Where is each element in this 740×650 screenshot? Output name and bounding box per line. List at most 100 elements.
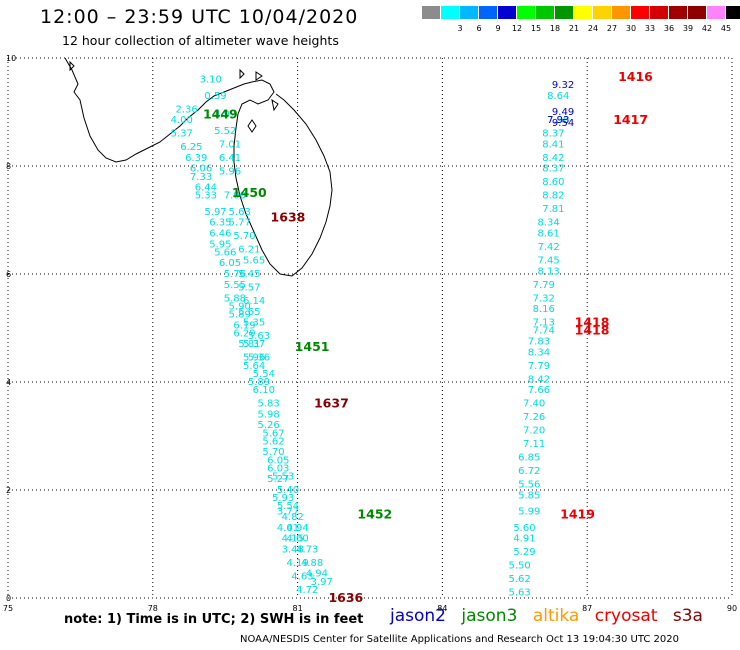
wave-height-point: 3.97 <box>311 577 333 588</box>
wave-height-point: 5.53 <box>272 472 294 483</box>
wave-height-point: 5.85 <box>518 490 540 501</box>
wave-height-point: 6.06 <box>190 164 212 175</box>
wave-height-point: 7.45 <box>537 256 559 267</box>
y-tick-label: 10 <box>6 54 16 63</box>
coastline-map <box>64 57 333 277</box>
wave-height-point: 8.41 <box>542 139 564 150</box>
satellite-jason2: jason2 <box>390 606 446 626</box>
wave-height-point: 7.83 <box>528 337 550 348</box>
y-tick-label: 2 <box>6 486 11 495</box>
legend-tick-label: 18 <box>550 24 560 33</box>
x-tick-label: 84 <box>437 604 447 613</box>
wave-height-point: 5.40 <box>277 485 299 496</box>
wave-height-point: 7.30 <box>547 115 569 126</box>
wave-height-point: 7.81 <box>542 204 564 215</box>
wave-height-point: 5.65 <box>243 256 265 267</box>
wave-height-point: 5.27 <box>267 474 289 485</box>
y-tick-label: 6 <box>6 270 11 279</box>
legend-swatch <box>574 6 592 19</box>
pass-time-label: 1450 <box>232 185 267 200</box>
legend-swatch <box>726 6 740 19</box>
pass-time-label: 1449 <box>203 107 238 122</box>
wave-height-point: 4.73 <box>296 544 318 555</box>
legend-tick-label: 45 <box>721 24 731 33</box>
legend-swatch <box>498 6 516 19</box>
wave-height-point: 7.40 <box>523 399 545 410</box>
wave-height-point: 6.03 <box>267 463 289 474</box>
chart-subtitle: 12 hour collection of altimeter wave hei… <box>62 33 339 48</box>
wave-height-point: 6.35 <box>209 218 231 229</box>
wave-height-point: 2.36 <box>175 104 197 115</box>
wave-height-point: 4.19 <box>286 558 308 569</box>
pass-time-label: 1418 <box>575 323 610 338</box>
wave-height-point: 4.94 <box>306 569 328 580</box>
legend-tick-label: 9 <box>495 24 500 33</box>
wave-height-point: 5.99 <box>518 507 540 518</box>
pass-time-label: 1452 <box>357 506 392 521</box>
legend-swatch <box>593 6 611 19</box>
wave-height-point: 5.63 <box>248 331 270 342</box>
legend-tick-label: 24 <box>588 24 598 33</box>
legend-swatch <box>650 6 668 19</box>
wave-height-point: 5.97 <box>204 207 226 218</box>
wave-height-point: 8.34 <box>537 218 559 229</box>
wave-height-point: 5.55 <box>224 280 246 291</box>
wave-height-point: 7.42 <box>537 242 559 253</box>
satellite-altika: altika <box>532 606 580 626</box>
wave-height-point: 8.61 <box>537 229 559 240</box>
grid-lines <box>7 57 733 599</box>
wave-height-point: 5.89 <box>229 310 251 321</box>
wave-height-point: 7.13 <box>533 318 555 329</box>
wave-height-point: 9.32 <box>552 80 574 91</box>
wave-height-point: 8.42 <box>542 153 564 164</box>
wave-height-point: 7.74 <box>533 326 555 337</box>
wave-height-point: 5.65 <box>238 307 260 318</box>
wave-height-point: 7.79 <box>533 280 555 291</box>
wave-height-point: 5.60 <box>513 523 535 534</box>
satellite-jason3: jason3 <box>461 606 518 626</box>
wave-height-point: 9.54 <box>552 118 574 129</box>
wave-height-point: 8.34 <box>528 347 550 358</box>
wave-height-point: 5.50 <box>508 561 530 572</box>
wave-height-point: 6.29 <box>233 328 255 339</box>
x-tick-label: 87 <box>582 604 592 613</box>
legend-tick-label: 6 <box>476 24 481 33</box>
wave-height-point: 7.32 <box>533 293 555 304</box>
wave-height-point: 9.49 <box>552 107 574 118</box>
wave-height-point: 4.01 <box>277 523 299 534</box>
legend-tick-label: 21 <box>569 24 579 33</box>
wave-height-point: 5.26 <box>258 420 280 431</box>
wave-height-point: 5.83 <box>258 399 280 410</box>
wave-height-point: 3.48 <box>282 544 304 555</box>
wave-height-point: 8.42 <box>528 374 550 385</box>
legend-swatch <box>631 6 649 19</box>
wave-height-point: 4.91 <box>513 534 535 545</box>
wave-height-point: 8.64 <box>547 91 569 102</box>
wave-height-point: 5.90 <box>229 301 251 312</box>
wave-height-point: 5.33 <box>195 191 217 202</box>
x-tick-label: 75 <box>3 604 13 613</box>
satellite-s3a: s3a <box>672 606 703 626</box>
axis-ticks: 75 78 81 84 87 90 0 2 4 6 8 10 <box>3 54 737 613</box>
wave-height-point: 5.93 <box>272 493 294 504</box>
wave-height-point: 5.64 <box>243 361 265 372</box>
y-tick-label: 0 <box>6 594 11 603</box>
wave-height-point: 5.67 <box>262 428 284 439</box>
wave-height-point: 6.05 <box>267 455 289 466</box>
wave-height-point: 5.70 <box>262 447 284 458</box>
wave-height-point: 5.54 <box>253 369 275 380</box>
data-points: 3.10 0.59 2.36 4.92 4.00 5.52 5.37 7.01 6.25 6.41… <box>171 75 575 599</box>
legend-swatch <box>555 6 573 19</box>
wave-height-point: 6.21 <box>238 245 260 256</box>
wave-height-point: 7.00 <box>224 191 246 202</box>
wave-height-point: 6.46 <box>209 229 231 240</box>
pass-time-labels: 1449 1450 1638 1451 1637 1452 1636 1416 1417 1418… <box>203 69 653 605</box>
wave-height-point: 8.82 <box>542 191 564 202</box>
wave-height-point: 5.70 <box>233 231 255 242</box>
wave-height-point: 5.54 <box>277 501 299 512</box>
wave-height-point: 6.41 <box>219 153 241 164</box>
wave-height-point: 7.93 <box>547 115 569 126</box>
pass-time-label: 1637 <box>314 396 349 411</box>
pass-time-label: 1638 <box>271 209 306 224</box>
wave-height-point: 5.62 <box>262 436 284 447</box>
